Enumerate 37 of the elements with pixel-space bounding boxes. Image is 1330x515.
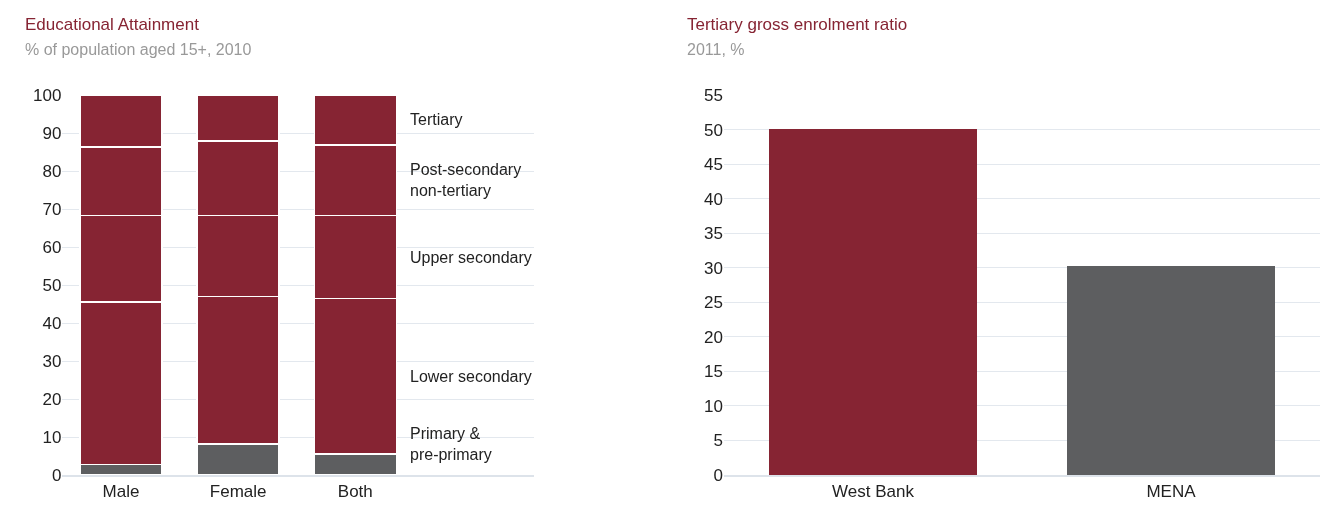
y-tick-label: 70 xyxy=(42,199,62,219)
y-tick-label: 5 xyxy=(713,431,723,451)
chart-subtitle: % of population aged 15+, 2010 xyxy=(25,41,252,58)
y-tick-label: 20 xyxy=(42,389,62,409)
series-label: Upper secondary xyxy=(410,249,532,266)
y-tick-label: 0 xyxy=(713,465,723,485)
y-tick-label: 100 xyxy=(33,85,62,105)
chart-title: Educational Attainment xyxy=(25,15,200,34)
y-tick-label: 50 xyxy=(704,120,723,140)
y-tick-label: 50 xyxy=(42,275,62,295)
x-tick-label: Female xyxy=(209,482,267,502)
x-tick-label: MENA xyxy=(1146,482,1197,502)
y-tick-label: 25 xyxy=(704,293,723,313)
y-tick-label: 80 xyxy=(42,161,62,181)
y-tick-label: 40 xyxy=(42,313,62,333)
y-tick-label: 35 xyxy=(704,224,723,244)
x-tick-label: West Bank xyxy=(832,482,915,502)
y-tick-label: 90 xyxy=(42,123,62,143)
y-tick-label: 15 xyxy=(704,362,723,382)
y-tick-label: 55 xyxy=(704,85,723,105)
x-tick-label: Male xyxy=(102,482,140,502)
chart-title: Tertiary gross enrolment ratio xyxy=(687,15,908,34)
y-tick-label: 20 xyxy=(704,327,723,347)
y-tick-label: 10 xyxy=(704,396,723,416)
y-tick-label: 30 xyxy=(704,258,723,278)
series-label: Post-secondary non-tertiary xyxy=(410,161,522,199)
y-tick-label: 0 xyxy=(51,465,62,485)
x-tick-label: Both xyxy=(337,482,373,502)
chart-subtitle: 2011, % xyxy=(687,41,745,58)
y-tick-label: 60 xyxy=(42,237,62,257)
y-tick-label: 45 xyxy=(704,155,723,175)
y-tick-label: 10 xyxy=(42,427,62,447)
y-tick-label: 40 xyxy=(704,189,723,209)
y-tick-label: 30 xyxy=(42,351,62,371)
series-label: Primary & pre-primary xyxy=(410,425,492,463)
series-label: Lower secondary xyxy=(410,368,532,385)
series-label: Tertiary xyxy=(410,111,463,128)
